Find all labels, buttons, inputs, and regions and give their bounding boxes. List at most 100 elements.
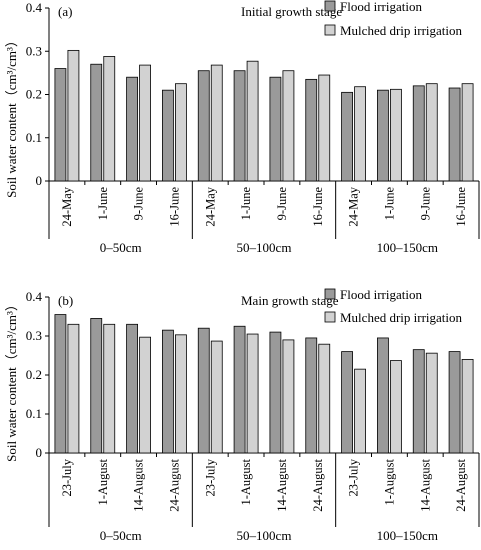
x-tick-label: 24-May [347, 186, 361, 226]
legend-swatch-flood [324, 288, 336, 300]
bar-flood [448, 351, 461, 454]
bar-mulched [425, 83, 438, 182]
x-tick-label: 9-June [275, 187, 289, 221]
bar-mulched [67, 323, 80, 454]
bar-mulched [461, 358, 474, 454]
bar-flood [197, 70, 210, 182]
x-tick-label: 24-May [203, 186, 217, 226]
x-tick-label: 24-August [167, 458, 181, 511]
x-tick-label: 1-June [96, 187, 110, 221]
group-label: 0–50cm [100, 240, 142, 255]
legend-swatch-mulched [324, 311, 336, 323]
bar-mulched [282, 339, 295, 454]
x-tick-label: 1-August [239, 458, 253, 505]
x-tick-label: 16-June [454, 187, 468, 227]
bar-flood [54, 68, 67, 182]
y-tick-label: 0.1 [26, 406, 42, 421]
bar-mulched [354, 86, 366, 182]
bar-flood [269, 331, 282, 454]
group-label: 100–150cm [377, 528, 438, 543]
x-tick-label: 1-August [382, 458, 396, 505]
y-tick-label: 0.4 [26, 289, 43, 304]
x-tick-label: 14-August [418, 458, 432, 511]
x-tick-label: 23-July [203, 458, 217, 496]
bar-mulched [318, 343, 331, 454]
y-tick-label: 0.3 [26, 328, 42, 343]
x-tick-label: 1-August [96, 458, 110, 505]
bar-mulched [354, 368, 366, 454]
bar-flood [90, 63, 103, 182]
bar-flood [162, 329, 174, 454]
legend-swatch-flood [324, 0, 336, 12]
y-tick-label: 0.4 [26, 0, 43, 15]
bar-mulched [210, 340, 223, 454]
bar-flood [233, 325, 246, 454]
legend-label-flood: Flood irrigation [340, 287, 422, 302]
bar-flood [412, 85, 425, 182]
y-axis-label: Soil water content（cm³/cm³） [4, 34, 19, 198]
x-tick-label: 14-August [132, 458, 146, 511]
bar-flood [269, 76, 282, 182]
bar-flood [412, 349, 425, 454]
bar-mulched [103, 56, 116, 182]
group-label: 50–100cm [237, 240, 292, 255]
x-tick-label: 24-August [454, 458, 468, 511]
y-tick-label: 0.3 [26, 43, 42, 58]
bar-mulched [390, 88, 402, 182]
bar-flood [341, 91, 353, 182]
bar-flood [448, 87, 461, 182]
y-tick-label: 0.2 [26, 367, 42, 382]
bar-flood [126, 323, 138, 454]
x-tick-label: 16-June [311, 187, 325, 227]
bar-mulched [282, 70, 295, 182]
bar-flood [90, 318, 103, 454]
stage-title: Initial growth stage [241, 4, 342, 19]
bar-flood [197, 327, 210, 454]
bar-flood [305, 78, 318, 182]
bar-mulched [67, 49, 80, 182]
legend-label-flood: Flood irrigation [340, 0, 422, 14]
bar-mulched [390, 360, 402, 454]
x-tick-label: 24-May [60, 186, 74, 226]
bar-mulched [103, 323, 116, 454]
group-label: 100–150cm [377, 240, 438, 255]
x-tick-label: 14-August [275, 458, 289, 511]
bar-mulched [246, 333, 259, 454]
bar-flood [377, 89, 389, 182]
bar-mulched [461, 83, 474, 182]
bar-flood [54, 314, 67, 454]
bar-mulched [246, 60, 259, 182]
x-tick-label: 9-June [132, 187, 146, 221]
x-tick-label: 23-July [60, 458, 74, 496]
bar-mulched [425, 352, 438, 454]
bar-flood [126, 76, 138, 182]
bar-mulched [139, 336, 151, 454]
stage-title: Main growth stage [241, 293, 339, 308]
bar-flood [377, 337, 389, 454]
bar-mulched [318, 74, 331, 182]
panel-label: (b) [58, 293, 73, 308]
bar-mulched [175, 83, 187, 182]
x-tick-label: 16-June [167, 187, 181, 227]
y-tick-label: 0.1 [26, 130, 42, 145]
y-tick-label: 0.2 [26, 87, 42, 102]
x-tick-label: 23-July [347, 458, 361, 496]
y-tick-label: 0 [36, 173, 43, 188]
x-tick-label: 24-August [311, 458, 325, 511]
bar-mulched [210, 64, 223, 182]
bar-mulched [175, 334, 187, 454]
bar-flood [162, 89, 174, 182]
y-tick-label: 0 [36, 445, 43, 460]
x-tick-label: 1-June [382, 187, 396, 221]
bar-flood [233, 70, 246, 182]
group-label: 50–100cm [237, 528, 292, 543]
bar-mulched [139, 64, 151, 182]
y-axis-label: Soil water content（cm³/cm³） [4, 298, 19, 462]
x-tick-label: 9-June [418, 187, 432, 221]
legend-swatch-mulched [324, 24, 336, 36]
group-label: 0–50cm [100, 528, 142, 543]
legend-label-mulched: Mulched drip irrigation [340, 310, 463, 325]
panel-label: (a) [58, 4, 72, 19]
bar-flood [341, 351, 353, 454]
